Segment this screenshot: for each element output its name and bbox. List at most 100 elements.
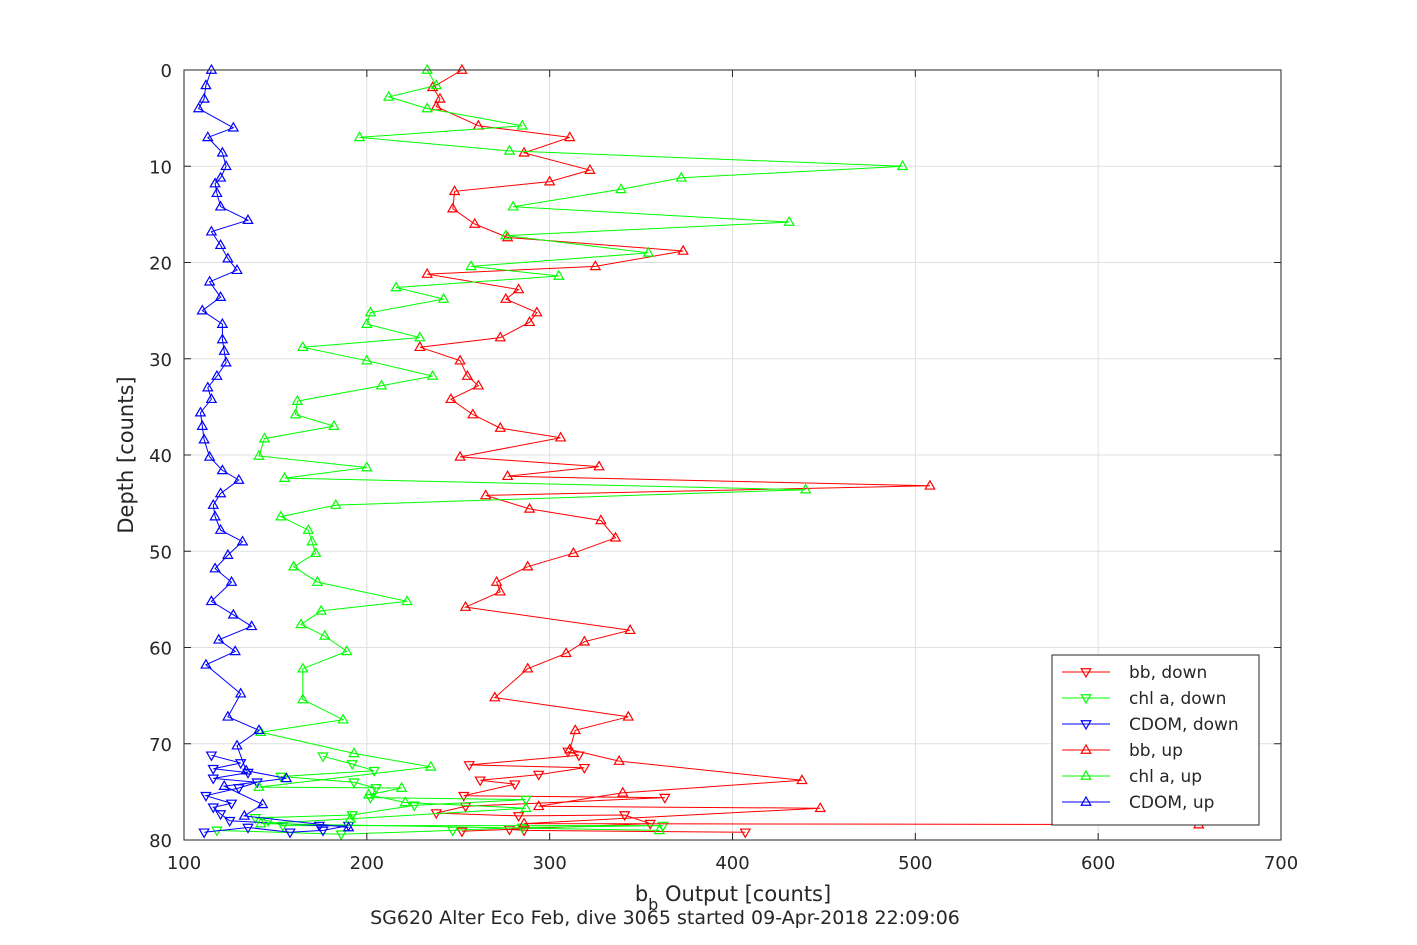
data-point (461, 369, 474, 380)
data-point (200, 658, 212, 669)
data-point (677, 244, 689, 255)
data-point (659, 793, 671, 804)
y-tick-label: 50 (149, 542, 172, 563)
data-point (209, 562, 221, 573)
data-point (463, 761, 476, 772)
data-point (353, 131, 366, 142)
data-point (567, 546, 580, 558)
data-point (207, 764, 220, 775)
data-point (196, 304, 209, 315)
data-point (311, 575, 324, 586)
x-axis-label: bb Output [counts] (635, 882, 831, 914)
data-point (408, 801, 421, 812)
legend-marker (1080, 694, 1092, 705)
data-point (214, 238, 227, 250)
data-point (489, 691, 501, 702)
data-point (615, 183, 627, 194)
x-tick-label: 500 (898, 853, 932, 874)
data-point (454, 450, 466, 461)
data-point (291, 394, 304, 405)
data-point (503, 825, 516, 836)
data-point (313, 821, 326, 832)
data-point (563, 743, 576, 754)
data-point (494, 585, 507, 596)
data-point (297, 693, 309, 704)
data-point (490, 575, 503, 586)
data-point (302, 523, 315, 534)
legend-marker (1080, 720, 1092, 731)
data-point (214, 171, 227, 182)
data-point (593, 460, 605, 471)
data-point (896, 160, 909, 171)
data-point (205, 751, 218, 762)
data-point (236, 535, 249, 546)
data-point (205, 225, 218, 236)
data-point (211, 186, 223, 198)
data-point (255, 725, 267, 737)
legend-item-cdom-down: CDOM, down (1062, 715, 1239, 735)
data-point (245, 620, 258, 631)
data-point (317, 752, 329, 763)
data-point (203, 450, 216, 461)
data-point (456, 827, 468, 838)
data-point (624, 623, 636, 635)
data-point (437, 292, 450, 303)
y-tick-label: 10 (149, 157, 172, 178)
data-point (509, 780, 521, 791)
data-point (337, 713, 349, 724)
data-point (426, 369, 439, 380)
data-point (284, 828, 296, 839)
data-point (222, 252, 234, 263)
data-point (445, 392, 457, 404)
data-point (554, 431, 567, 442)
data-point (205, 63, 218, 74)
data-point (459, 600, 472, 611)
y-axis-label: Depth [counts] (114, 376, 138, 533)
legend-marker (1080, 668, 1092, 679)
data-point (390, 281, 402, 292)
data-point (401, 595, 413, 606)
legend-label: bb, down (1129, 663, 1207, 683)
data-point (278, 471, 291, 482)
data-point (578, 763, 591, 775)
data-point (280, 772, 293, 783)
x-tick-label: 200 (350, 853, 384, 874)
data-point (297, 340, 309, 352)
data-point (516, 119, 529, 130)
data-point (382, 90, 395, 101)
data-point (256, 798, 269, 809)
data-point (192, 102, 205, 113)
data-point (501, 469, 514, 481)
data-point (739, 828, 752, 839)
data-point (799, 483, 812, 494)
data-point (214, 200, 227, 211)
data-point (275, 510, 287, 521)
legend-marker (1080, 769, 1092, 780)
x-axis: 100 200 300 400 500 600 700 (167, 70, 1298, 874)
data-point (255, 817, 267, 828)
data-point (507, 200, 519, 211)
data-point (642, 246, 655, 257)
legend-label: CDOM, down (1129, 715, 1239, 735)
data-point (578, 635, 591, 646)
data-point (227, 121, 240, 132)
legend-item-bb-up: bb, up (1062, 741, 1183, 761)
data-point (207, 498, 220, 509)
legend-label: chl a, down (1129, 689, 1226, 709)
y-tick-label: 30 (149, 350, 172, 371)
data-point (207, 803, 220, 814)
chart-caption: SG620 Alter Eco Feb, dive 3065 started 0… (370, 907, 960, 929)
data-point (306, 535, 318, 546)
x-tick-label: 400 (715, 853, 749, 874)
data-point (212, 633, 225, 644)
data-point (472, 379, 485, 390)
data-point (414, 331, 426, 342)
data-point (532, 800, 545, 811)
data-point (523, 315, 536, 327)
data-point (317, 826, 329, 837)
data-point (532, 770, 545, 781)
data-point (223, 816, 236, 827)
data-point (399, 796, 412, 807)
data-point (229, 645, 241, 656)
